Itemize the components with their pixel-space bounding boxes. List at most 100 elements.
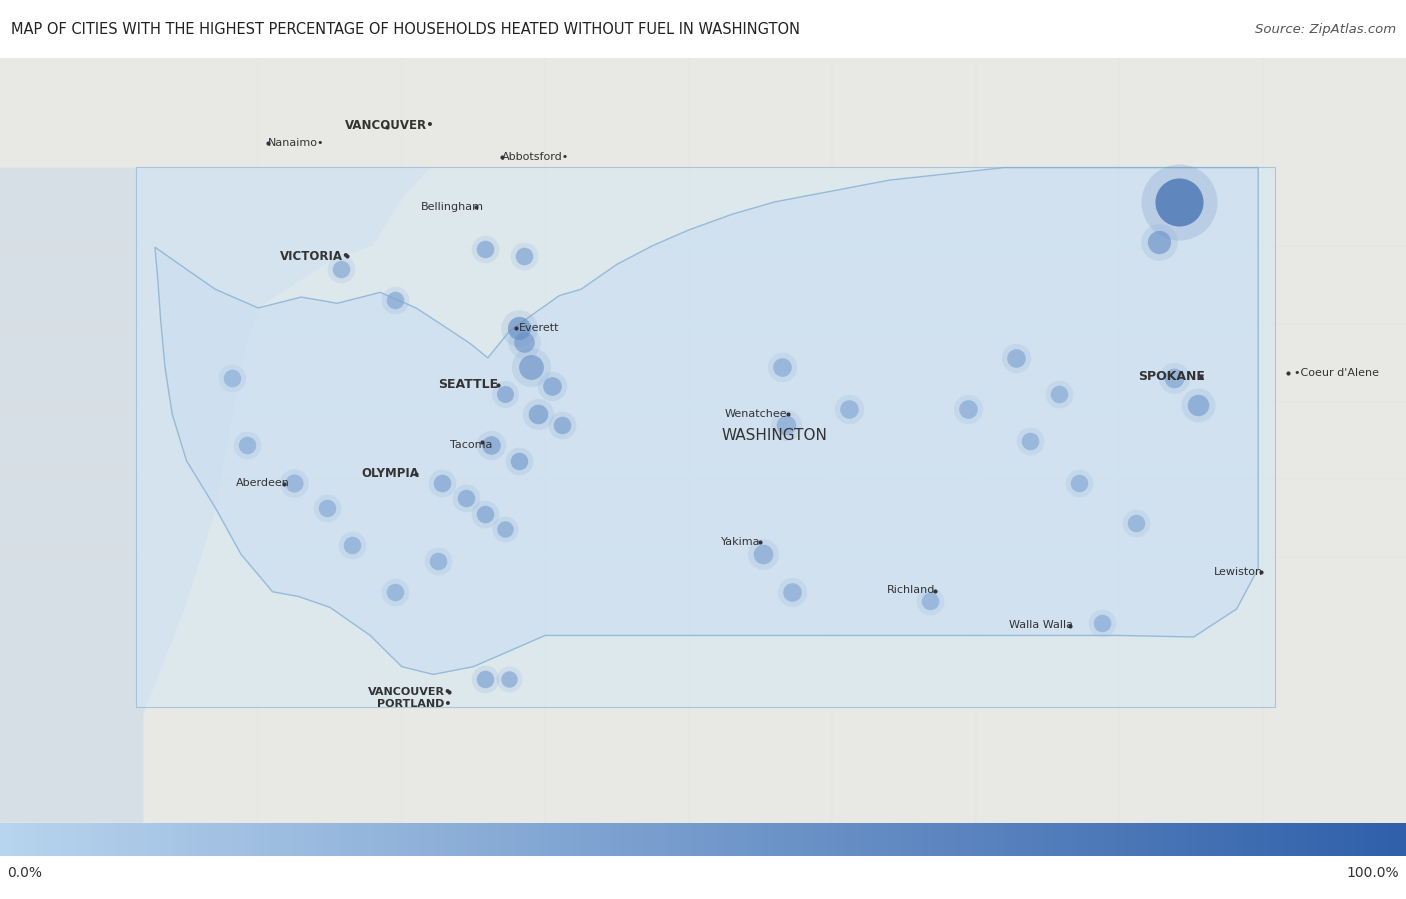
Text: OLYMPIA: OLYMPIA xyxy=(361,467,419,480)
Point xyxy=(236,438,259,452)
Point xyxy=(541,378,564,393)
Point xyxy=(1019,433,1042,448)
Point xyxy=(236,438,259,452)
Point xyxy=(340,538,363,552)
Text: Tacoma: Tacoma xyxy=(450,441,492,450)
Point xyxy=(340,538,363,552)
Point xyxy=(479,438,502,452)
Point xyxy=(512,335,534,350)
Point xyxy=(508,321,530,335)
Text: •Coeur d'Alene: •Coeur d'Alene xyxy=(1294,369,1379,378)
Point xyxy=(1168,195,1191,209)
Point xyxy=(498,672,520,686)
Point xyxy=(752,547,775,562)
Point xyxy=(1091,616,1114,630)
Point xyxy=(316,501,339,515)
Point xyxy=(384,293,406,307)
Point xyxy=(1125,516,1147,530)
Point xyxy=(1187,397,1209,412)
Point xyxy=(494,522,516,537)
Text: WASHINGTON: WASHINGTON xyxy=(721,428,828,443)
Point xyxy=(1168,195,1191,209)
Text: VICTORIA•: VICTORIA• xyxy=(280,250,350,263)
Point xyxy=(508,321,530,335)
Point xyxy=(1004,351,1026,365)
Point xyxy=(1163,371,1185,386)
Point xyxy=(1163,371,1185,386)
Point xyxy=(541,378,564,393)
Text: Bellingham: Bellingham xyxy=(420,201,484,211)
Text: Source: ZipAtlas.com: Source: ZipAtlas.com xyxy=(1256,22,1396,36)
Text: SPOKANE: SPOKANE xyxy=(1139,370,1205,383)
Point xyxy=(283,476,305,490)
Point xyxy=(474,507,496,521)
Point xyxy=(456,491,478,505)
Text: 100.0%: 100.0% xyxy=(1347,866,1399,880)
Text: Wenatchee: Wenatchee xyxy=(725,409,787,419)
Bar xyxy=(136,167,1275,707)
Point xyxy=(426,554,449,568)
Point xyxy=(770,360,793,374)
Point xyxy=(775,418,797,432)
Point xyxy=(752,547,775,562)
Polygon shape xyxy=(155,167,1258,674)
Point xyxy=(430,476,453,490)
Point xyxy=(1125,516,1147,530)
Text: Richland: Richland xyxy=(887,585,935,595)
Point xyxy=(316,501,339,515)
Point xyxy=(474,242,496,256)
Point xyxy=(474,672,496,686)
Text: Walla Walla: Walla Walla xyxy=(1010,620,1073,630)
Text: SEATTLE: SEATTLE xyxy=(437,378,498,391)
Text: Nanaimo•: Nanaimo• xyxy=(269,138,325,147)
Point xyxy=(1147,236,1170,250)
Point xyxy=(527,407,550,422)
Point xyxy=(1047,387,1070,401)
Point xyxy=(957,402,980,416)
Point xyxy=(384,584,406,599)
Point xyxy=(775,418,797,432)
Point xyxy=(957,402,980,416)
Point xyxy=(551,418,574,432)
Point xyxy=(508,454,530,468)
Point xyxy=(508,454,530,468)
Point xyxy=(1091,616,1114,630)
Point xyxy=(838,402,860,416)
Point xyxy=(494,387,516,401)
Text: Lewiston: Lewiston xyxy=(1213,566,1263,576)
Point xyxy=(1187,397,1209,412)
Point xyxy=(780,584,803,599)
Point xyxy=(1047,387,1070,401)
Point xyxy=(1004,351,1026,365)
Text: Everett: Everett xyxy=(519,324,560,334)
Point xyxy=(551,418,574,432)
Point xyxy=(494,522,516,537)
Point xyxy=(512,335,534,350)
Point xyxy=(474,672,496,686)
Point xyxy=(498,672,520,686)
Point xyxy=(330,262,353,276)
Text: Abbotsford•: Abbotsford• xyxy=(502,152,569,162)
Text: MAP OF CITIES WITH THE HIGHEST PERCENTAGE OF HOUSEHOLDS HEATED WITHOUT FUEL IN W: MAP OF CITIES WITH THE HIGHEST PERCENTAG… xyxy=(11,22,800,37)
Text: Aberdeen: Aberdeen xyxy=(236,478,290,488)
Point xyxy=(1019,433,1042,448)
Point xyxy=(384,293,406,307)
Point xyxy=(456,491,478,505)
Text: VANCOUVER•: VANCOUVER• xyxy=(346,119,434,132)
Point xyxy=(283,476,305,490)
Point xyxy=(527,407,550,422)
Point xyxy=(426,554,449,568)
Point xyxy=(474,242,496,256)
Point xyxy=(780,584,803,599)
Point xyxy=(1067,476,1090,490)
Point xyxy=(512,249,534,263)
Point xyxy=(330,262,353,276)
Point xyxy=(384,584,406,599)
Point xyxy=(1147,236,1170,250)
Point xyxy=(494,387,516,401)
Point xyxy=(1067,476,1090,490)
Point xyxy=(520,360,543,374)
Point xyxy=(918,594,941,609)
Text: Yakima: Yakima xyxy=(721,537,761,547)
Point xyxy=(770,360,793,374)
